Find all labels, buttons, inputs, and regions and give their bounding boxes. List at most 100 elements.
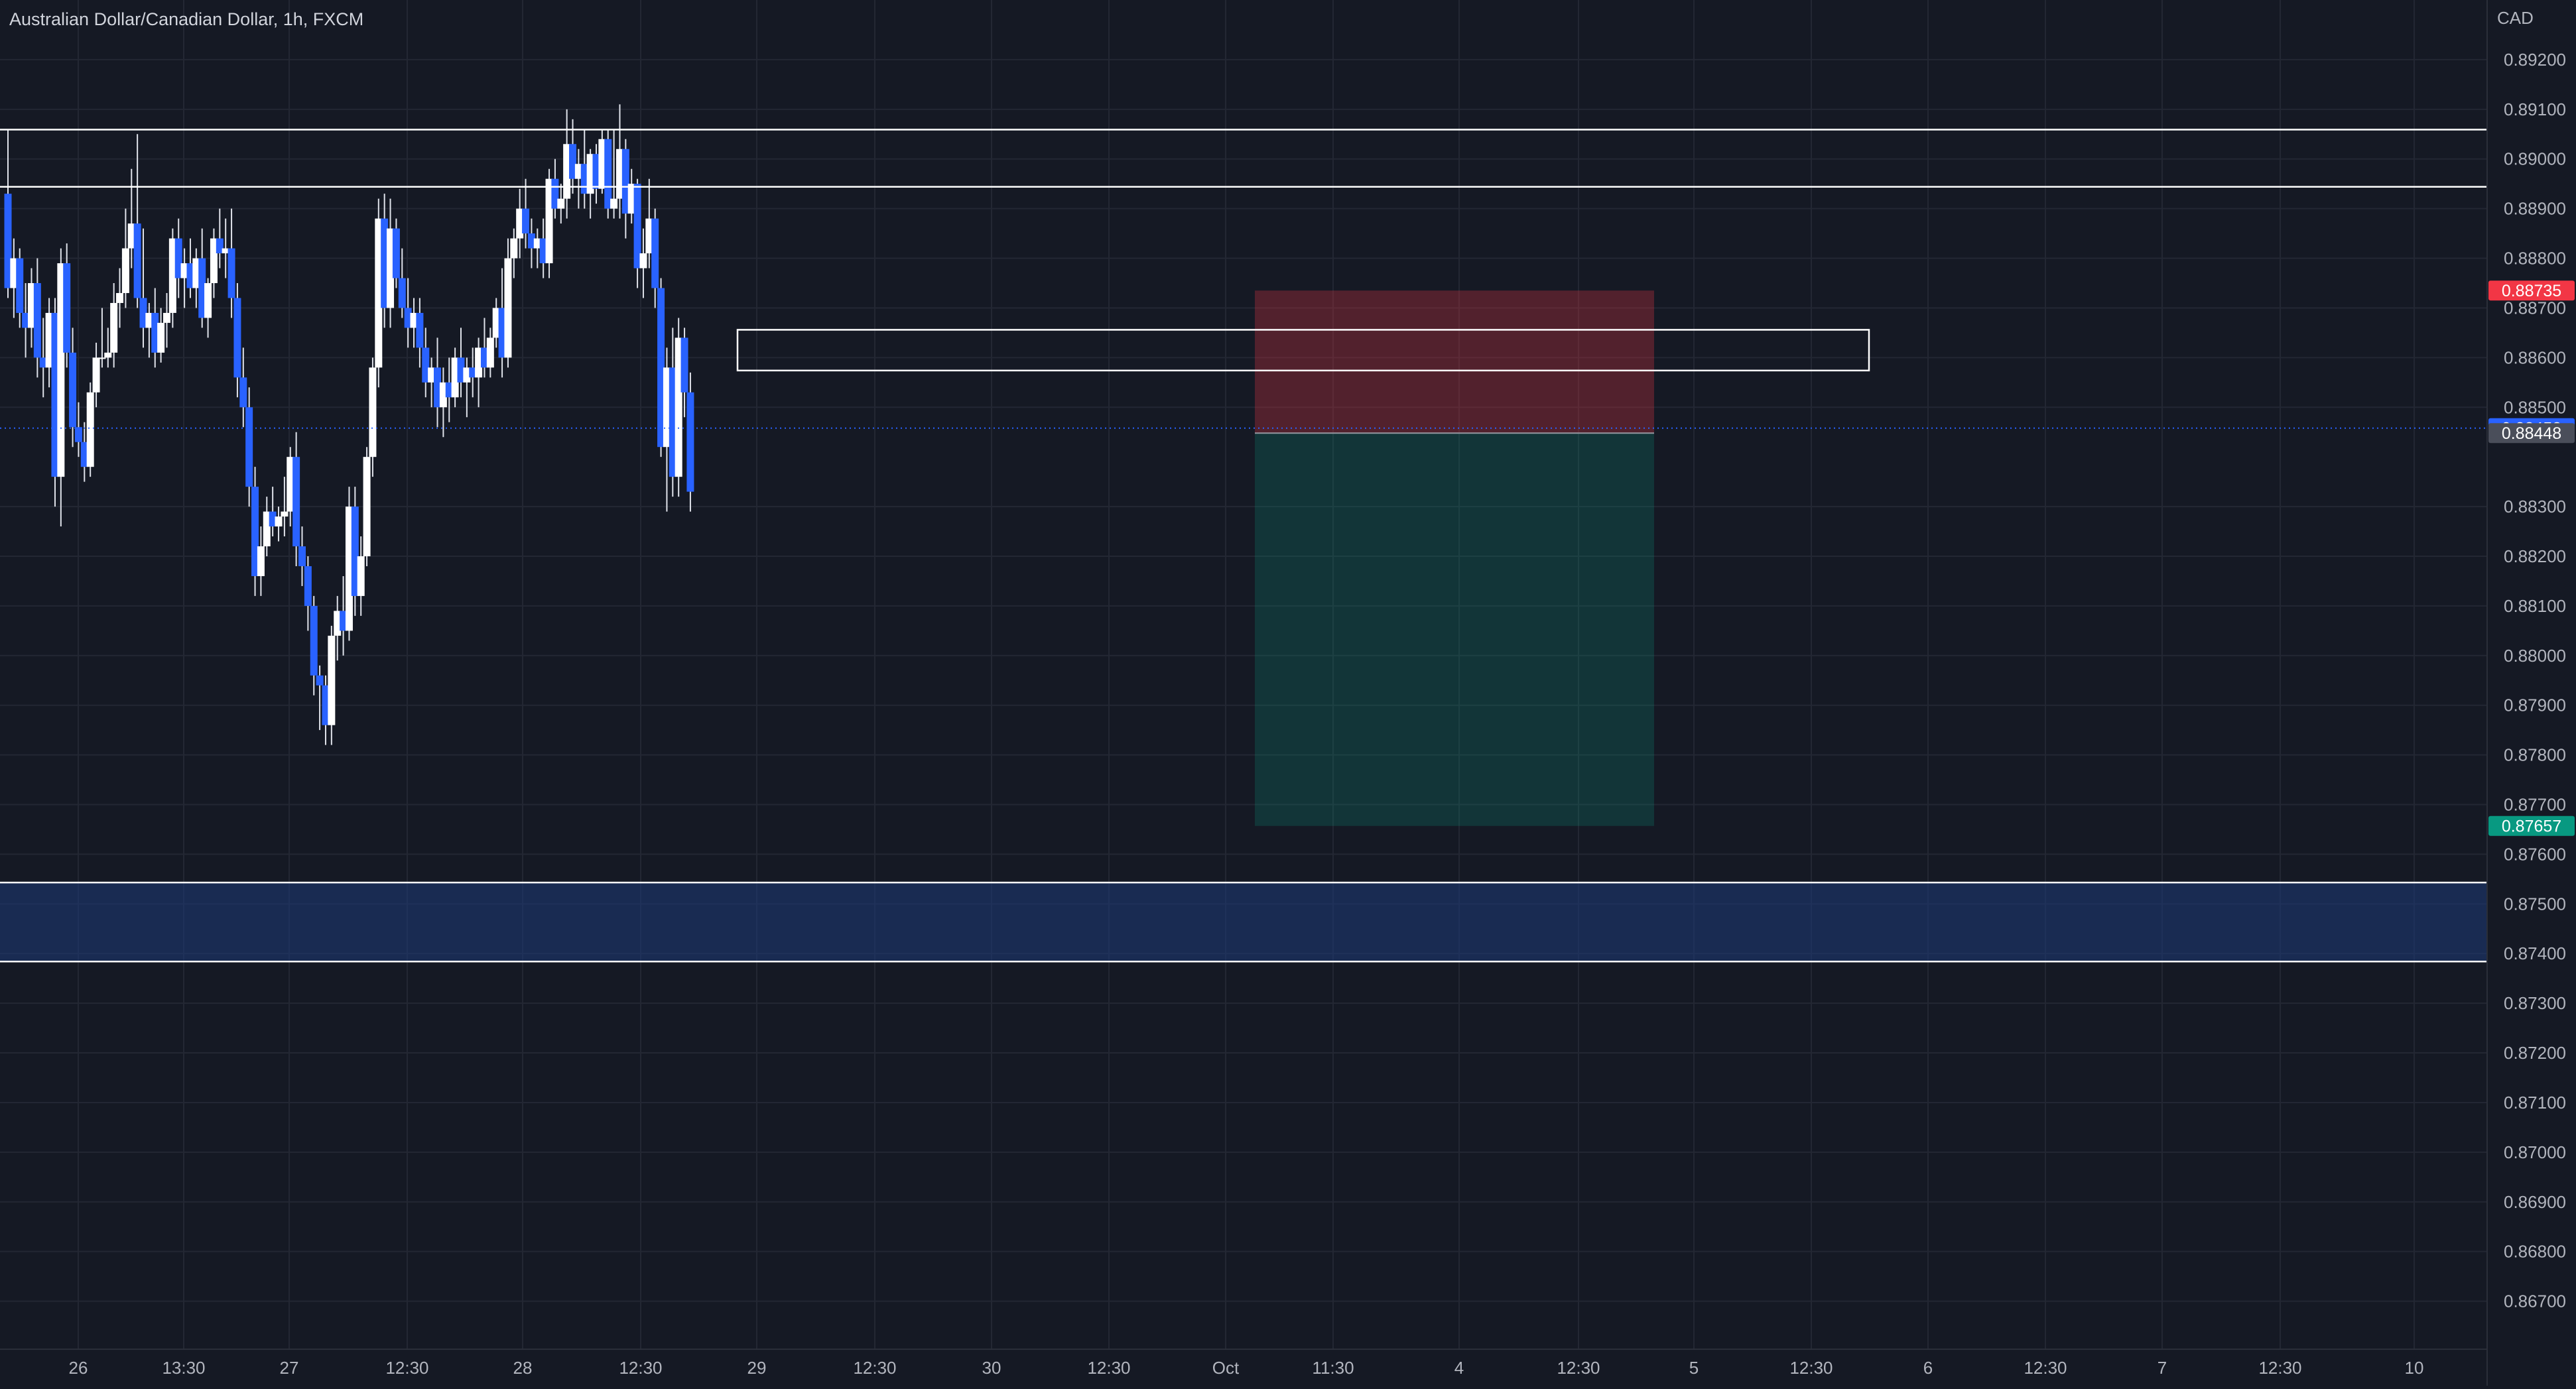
time-tick-label: 12:30 — [2024, 1358, 2067, 1378]
candle — [27, 268, 35, 348]
candle-body — [162, 312, 170, 323]
candle — [151, 288, 159, 368]
candle-body — [275, 516, 283, 527]
candles — [4, 104, 694, 745]
candle — [233, 283, 241, 398]
candle-body — [216, 238, 224, 254]
candle — [586, 149, 594, 219]
candle — [263, 497, 271, 556]
candle — [216, 208, 224, 269]
candle — [639, 228, 647, 298]
time-tick-label: 12:30 — [1789, 1358, 1833, 1378]
price-badge: 0.87657 — [2488, 815, 2575, 836]
demand-zone[interactable] — [0, 882, 2487, 962]
candle-body — [498, 308, 506, 358]
candle — [204, 278, 212, 338]
candle-body — [633, 184, 641, 269]
candle — [281, 477, 289, 537]
time-axis[interactable]: 26 13:30 27 12:30 28 12:30 29 12:30 30 12:30 Oct 11… — [0, 1349, 2487, 1378]
price-tick-label: 0.88100 — [2504, 596, 2566, 616]
candle — [527, 218, 535, 269]
candle-body — [475, 347, 483, 378]
candle-body — [104, 352, 112, 358]
price-tick-label: 0.89200 — [2504, 50, 2566, 70]
grid-lines — [0, 0, 2487, 1349]
candle — [645, 178, 653, 269]
time-tick-label: 27 — [280, 1358, 299, 1378]
price-tick-label: 0.88600 — [2504, 347, 2566, 367]
candle — [168, 228, 176, 328]
take-profit-zone[interactable] — [1255, 433, 1654, 826]
candle-body — [686, 392, 694, 492]
candle-body — [457, 357, 465, 383]
candle-body — [574, 164, 582, 179]
candle-body — [245, 407, 253, 487]
price-tick-label: 0.88000 — [2504, 646, 2566, 666]
consolidation-box[interactable] — [736, 329, 1870, 372]
candle-body — [74, 427, 82, 442]
candle-body — [210, 238, 218, 284]
candle — [157, 308, 165, 363]
stop-loss-zone[interactable] — [1255, 290, 1654, 434]
candle-body — [533, 238, 541, 249]
candle-body — [434, 367, 442, 408]
candle — [162, 292, 170, 348]
candle — [328, 625, 336, 745]
candle — [92, 342, 100, 408]
candle-body — [116, 292, 124, 303]
candle — [251, 467, 259, 596]
candle — [269, 487, 277, 537]
time-tick-label: 12:30 — [2258, 1358, 2301, 1378]
price-axis[interactable]: 0.89200 0.89100 0.89000 0.88900 0.88800 0.887… — [2486, 0, 2566, 1386]
candle-body — [387, 228, 395, 308]
candle-body — [504, 258, 512, 358]
candle — [22, 283, 30, 358]
price-tick-label: 0.87500 — [2504, 894, 2566, 914]
candle — [504, 238, 512, 368]
candle — [592, 144, 600, 204]
candle-body — [675, 337, 682, 477]
candle — [227, 208, 235, 318]
price-tick-label: 0.87300 — [2504, 993, 2566, 1013]
candle — [198, 228, 206, 328]
candle-body — [86, 392, 94, 467]
price-badge-label: 0.88735 — [2502, 282, 2561, 300]
candle — [557, 184, 565, 224]
candle — [316, 665, 324, 731]
candle — [304, 556, 312, 631]
time-tick-label: 4 — [1454, 1358, 1464, 1378]
candle-body — [545, 178, 553, 264]
candle — [375, 198, 383, 388]
candle-body — [516, 208, 524, 239]
candle — [445, 357, 453, 422]
candle — [334, 595, 342, 661]
candle — [145, 302, 153, 358]
candle — [657, 278, 665, 457]
price-badge-bg — [2488, 423, 2575, 444]
candle-body — [392, 228, 400, 278]
candle — [580, 129, 588, 209]
candle-body — [10, 258, 18, 288]
candle — [457, 328, 465, 398]
candle-body — [651, 218, 659, 288]
candle-body — [451, 357, 459, 398]
candle-body — [310, 605, 318, 676]
price-tick-label: 0.86900 — [2504, 1192, 2566, 1212]
candle-body — [480, 347, 488, 368]
candle-body — [281, 511, 289, 517]
candle — [98, 308, 106, 368]
candle — [222, 218, 229, 278]
candle-body — [4, 194, 12, 288]
candle-body — [192, 258, 200, 288]
candle — [192, 248, 200, 308]
candle-body — [404, 308, 412, 328]
candle — [133, 134, 141, 308]
price-badge-label: 0.88448 — [2502, 424, 2561, 443]
candle-body — [621, 149, 629, 214]
candle-body — [592, 154, 600, 189]
price-tick-label: 0.87600 — [2504, 844, 2566, 864]
candle-body — [69, 352, 77, 428]
candle — [10, 238, 18, 318]
candle-body — [345, 507, 353, 631]
